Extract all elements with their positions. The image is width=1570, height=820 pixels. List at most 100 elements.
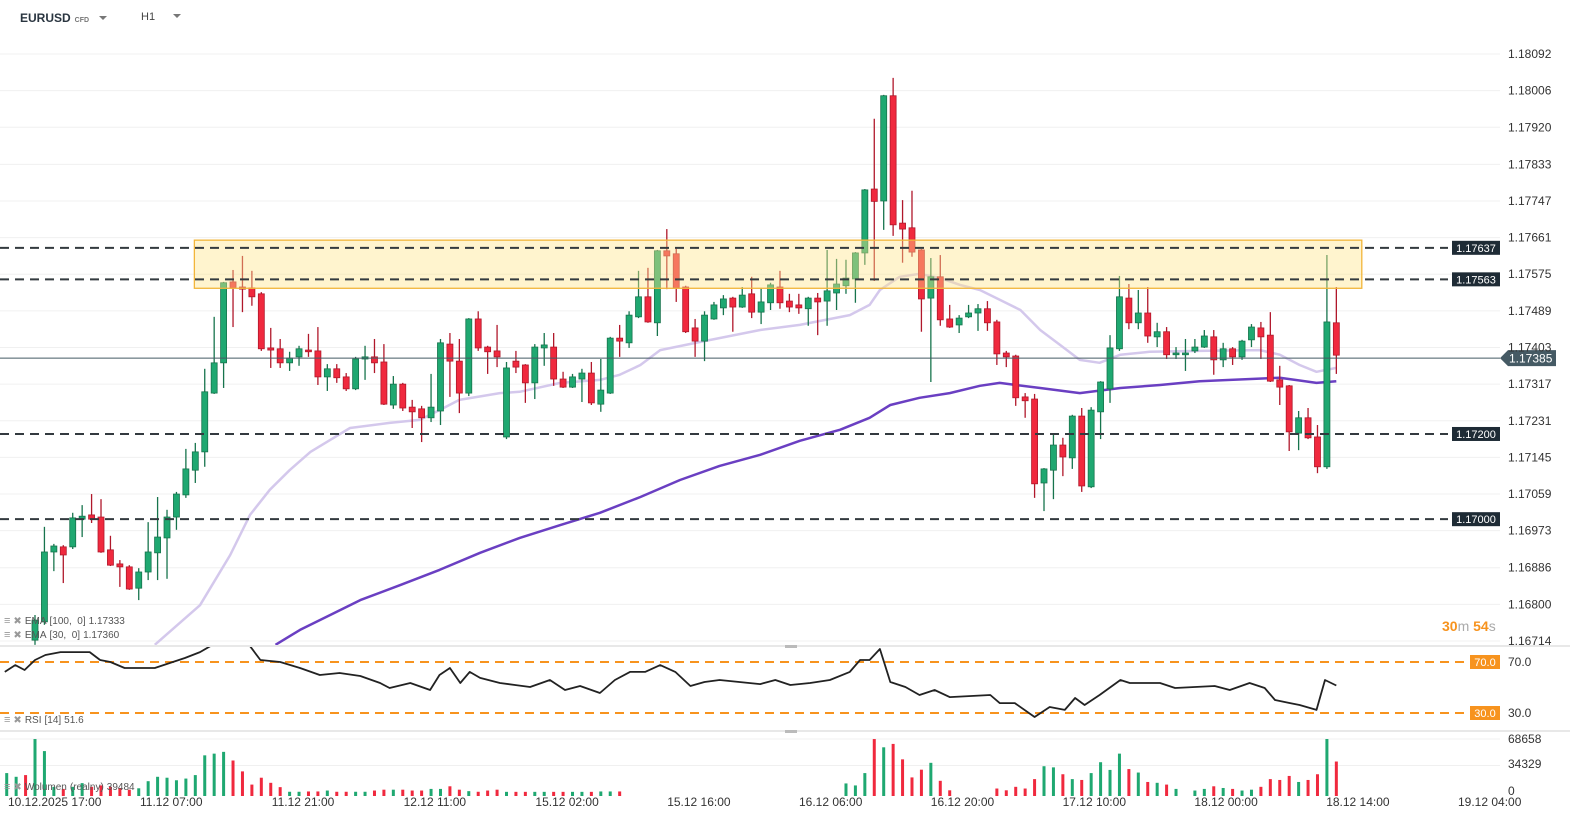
candle xyxy=(408,399,416,429)
candle-body xyxy=(974,308,982,314)
volume-bar xyxy=(948,790,952,796)
candle-body xyxy=(31,619,39,641)
candle xyxy=(1144,287,1152,343)
volume-bar xyxy=(1117,753,1121,796)
candle xyxy=(220,281,228,388)
ema100-value: 1.17333 xyxy=(88,615,125,627)
resistance-zone[interactable] xyxy=(193,239,1363,289)
candle-body xyxy=(559,378,567,388)
time-axis-label: 16.12 06:00 xyxy=(799,795,863,809)
price-tick-label: 1.16800 xyxy=(1508,597,1552,611)
candle-body xyxy=(1097,381,1104,413)
time-axis-label: 11.12 21:00 xyxy=(272,795,335,809)
volume-bar xyxy=(1051,767,1055,796)
time-axis-label: 15.12 02:00 xyxy=(535,795,599,809)
candle-body xyxy=(1106,347,1114,390)
candle-body xyxy=(899,222,906,230)
close-icon[interactable]: ✖ xyxy=(13,714,22,726)
close-icon[interactable]: ✖ xyxy=(13,629,22,641)
candle-body xyxy=(1248,326,1255,341)
volume-bar xyxy=(1259,786,1263,796)
candle xyxy=(1191,338,1199,354)
horizontal-levels[interactable]: 1.17637 1.17563 1.17200 1.17000 1.17385 xyxy=(0,240,1556,527)
candle xyxy=(861,189,869,265)
volume-bar xyxy=(1306,779,1310,796)
candle xyxy=(1210,330,1218,375)
ema30-name: EMA xyxy=(24,629,47,641)
candle xyxy=(918,249,925,332)
candle xyxy=(59,545,67,584)
candle-body xyxy=(776,286,784,304)
ema100-params: [100, 0] xyxy=(49,615,86,627)
close-icon[interactable]: ✖ xyxy=(13,781,22,793)
volume-bar xyxy=(448,786,452,796)
candle xyxy=(587,361,595,406)
candle-body xyxy=(757,301,765,313)
candle xyxy=(1050,434,1057,500)
candle-body xyxy=(248,287,256,298)
candle xyxy=(1153,322,1161,348)
candle xyxy=(286,351,294,371)
time-axis-label: 11.12 07:00 xyxy=(140,795,203,809)
symbol-dropdown-caret-icon[interactable] xyxy=(99,16,108,20)
candle-body xyxy=(1314,436,1321,468)
candle xyxy=(1125,284,1133,330)
time-axis-label: 15.12 16:00 xyxy=(667,795,731,809)
menu-lines-icon[interactable]: ≡ xyxy=(4,629,11,641)
legend-ema30: ≡ ✖ EMA [30, 0] 1.17360 xyxy=(4,629,119,641)
volume-bar xyxy=(872,739,876,796)
resistance-zone-rect[interactable] xyxy=(193,239,1363,289)
timeframe-selector[interactable]: H1 xyxy=(141,11,182,23)
candle-body xyxy=(446,343,454,362)
volume-bar xyxy=(269,782,273,796)
candle xyxy=(267,327,275,368)
volume-bar xyxy=(325,790,329,796)
panel-resize-handle[interactable] xyxy=(785,730,797,733)
menu-lines-icon[interactable]: ≡ xyxy=(4,781,11,793)
volume-bar xyxy=(52,786,56,796)
volume-bar xyxy=(316,791,320,796)
candle xyxy=(1059,437,1067,477)
candle xyxy=(1097,381,1104,440)
rsi-value: 51.6 xyxy=(64,714,84,726)
menu-lines-icon[interactable]: ≡ xyxy=(4,615,11,627)
candle-body xyxy=(540,344,548,349)
candle-body xyxy=(1144,312,1152,337)
volume-bar xyxy=(288,791,292,796)
candle-body xyxy=(625,314,633,344)
candle xyxy=(1229,347,1237,365)
volume-bar xyxy=(863,773,867,796)
candle xyxy=(625,311,633,348)
candle xyxy=(719,295,727,316)
candle-body xyxy=(1332,322,1340,356)
candle-body xyxy=(201,391,209,453)
candle-body xyxy=(927,276,935,299)
timeframe-dropdown-caret-icon[interactable] xyxy=(173,14,182,18)
candle-body xyxy=(1238,340,1246,358)
time-axis-label: 19.12 04:00 xyxy=(1458,795,1522,809)
ema100-name: EMA xyxy=(24,615,47,627)
panel-resize-handle[interactable] xyxy=(785,645,797,648)
volume-bar xyxy=(486,790,490,796)
volume-bar xyxy=(1334,761,1338,796)
candle-body xyxy=(257,293,265,350)
candle-body xyxy=(786,300,793,308)
symbol-selector[interactable]: EURUSD CFD xyxy=(20,11,108,25)
volume-bar xyxy=(1089,773,1093,796)
candle xyxy=(116,560,124,587)
candle-body xyxy=(1040,468,1048,484)
candle xyxy=(559,371,567,388)
candle-body xyxy=(191,451,199,471)
candle-body xyxy=(1078,415,1086,487)
candle-body xyxy=(342,376,350,390)
volume-bar xyxy=(212,753,216,796)
close-icon[interactable]: ✖ xyxy=(13,615,22,627)
candle-body xyxy=(663,250,671,257)
time-axis-label: 17.12 10:00 xyxy=(1063,795,1127,809)
volume-bar xyxy=(335,791,339,796)
menu-lines-icon[interactable]: ≡ xyxy=(4,714,11,726)
price-tick-label: 1.16973 xyxy=(1508,524,1552,538)
candle-body xyxy=(210,362,218,394)
candle-body xyxy=(993,321,1001,355)
